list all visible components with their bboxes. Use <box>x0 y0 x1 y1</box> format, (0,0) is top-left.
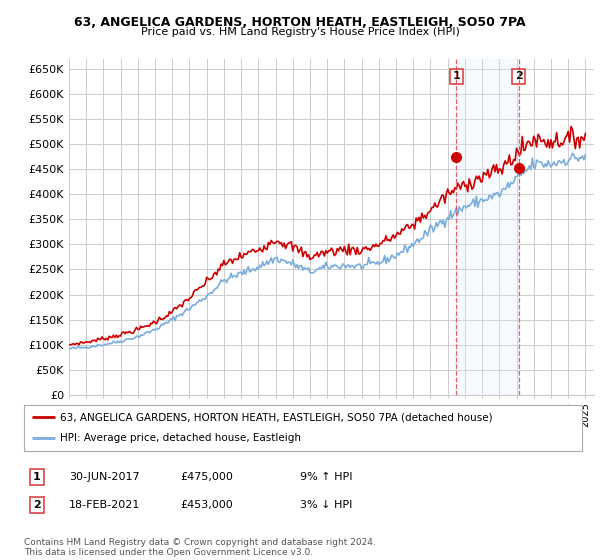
Text: Price paid vs. HM Land Registry's House Price Index (HPI): Price paid vs. HM Land Registry's House … <box>140 27 460 37</box>
Text: 18-FEB-2021: 18-FEB-2021 <box>69 500 140 510</box>
Text: 9% ↑ HPI: 9% ↑ HPI <box>300 472 353 482</box>
Text: 2: 2 <box>33 500 41 510</box>
Text: 1: 1 <box>33 472 41 482</box>
Text: 1: 1 <box>452 71 460 81</box>
Text: £475,000: £475,000 <box>180 472 233 482</box>
Text: 63, ANGELICA GARDENS, HORTON HEATH, EASTLEIGH, SO50 7PA: 63, ANGELICA GARDENS, HORTON HEATH, EAST… <box>74 16 526 29</box>
Text: 2: 2 <box>515 71 523 81</box>
Text: Contains HM Land Registry data © Crown copyright and database right 2024.
This d: Contains HM Land Registry data © Crown c… <box>24 538 376 557</box>
Bar <box>456 59 518 395</box>
Text: 30-JUN-2017: 30-JUN-2017 <box>69 472 140 482</box>
Text: 3% ↓ HPI: 3% ↓ HPI <box>300 500 352 510</box>
Text: 63, ANGELICA GARDENS, HORTON HEATH, EASTLEIGH, SO50 7PA (detached house): 63, ANGELICA GARDENS, HORTON HEATH, EAST… <box>60 412 493 422</box>
Text: £453,000: £453,000 <box>180 500 233 510</box>
Text: HPI: Average price, detached house, Eastleigh: HPI: Average price, detached house, East… <box>60 433 301 444</box>
